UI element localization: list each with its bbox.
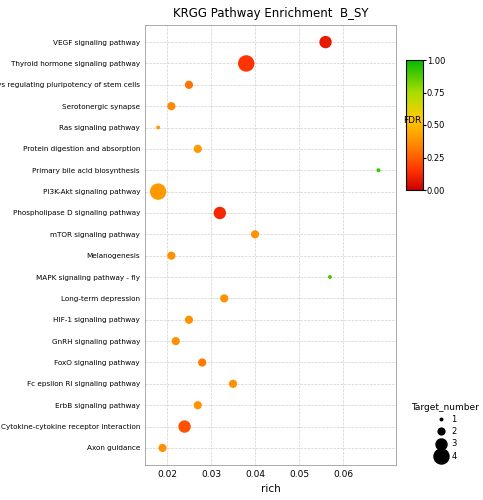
X-axis label: rich: rich: [261, 484, 280, 494]
Point: [216, 209, 224, 217]
Point: [185, 81, 193, 89]
Point: [158, 444, 166, 452]
Point: [242, 60, 250, 68]
Point: [172, 337, 180, 345]
Point: [181, 422, 188, 430]
Point: [194, 145, 201, 153]
Point: [154, 124, 162, 132]
Point: [322, 38, 329, 46]
Point: [375, 166, 383, 174]
Point: [194, 401, 201, 409]
Point: [220, 294, 228, 302]
Point: [199, 358, 206, 366]
Point: [251, 230, 259, 238]
Point: [168, 102, 175, 110]
Point: [168, 252, 175, 260]
Point: [326, 273, 334, 281]
Point: [185, 316, 193, 324]
Point: [154, 188, 162, 196]
Title: KRGG Pathway Enrichment  B_SY: KRGG Pathway Enrichment B_SY: [173, 6, 368, 20]
Point: [229, 380, 237, 388]
Y-axis label: FDR: FDR: [403, 116, 421, 125]
Legend: 1, 2, 3, 4: 1, 2, 3, 4: [411, 402, 479, 461]
